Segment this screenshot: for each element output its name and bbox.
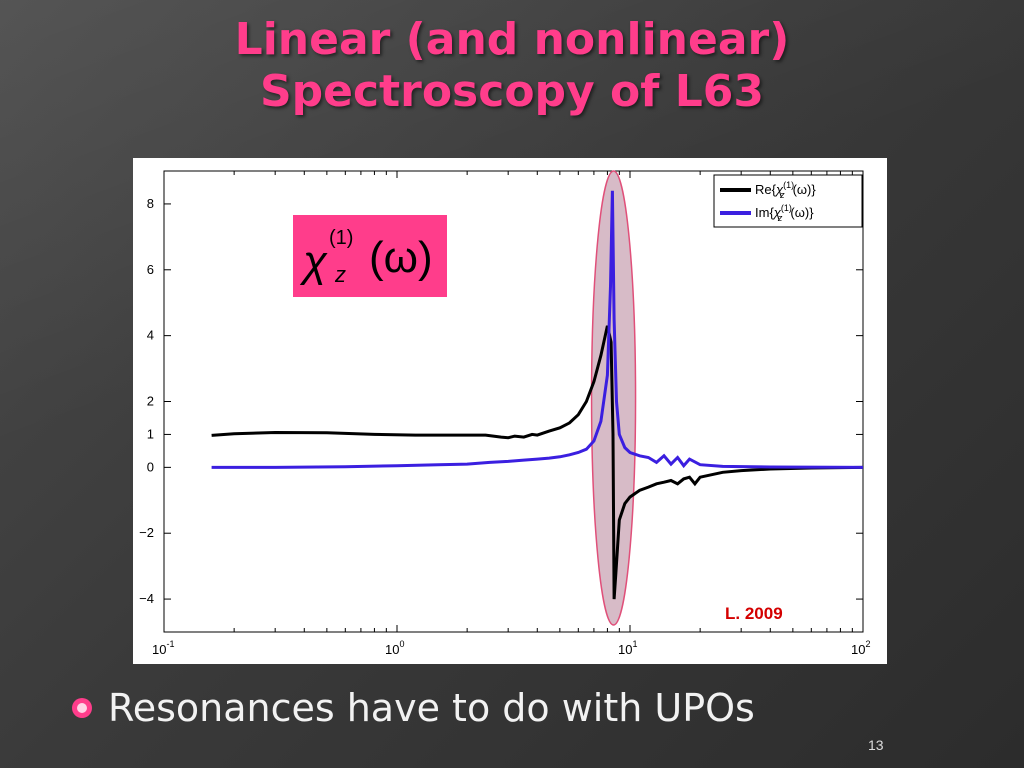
legend-re-sup: (1) — [783, 180, 794, 190]
x-tick-label: 101 — [618, 639, 637, 657]
legend-box — [713, 174, 863, 228]
formula-argument: (ω) — [369, 233, 433, 282]
formula-subscript: z — [334, 262, 346, 287]
legend-label-im: Im{χ(1) z (ω)} — [755, 203, 814, 223]
legend-im-chi: χ — [773, 205, 782, 220]
x-tick-label: 10-1 — [152, 639, 174, 657]
x-tick-label-exponent: 0 — [399, 639, 404, 649]
legend-re-suffix: (ω)} — [793, 182, 817, 197]
slide-number: 13 — [868, 737, 884, 753]
x-tick-label-base: 10 — [851, 642, 865, 657]
chart-panel: 10-1 100 101 102 −4 −2 0 1 2 4 6 8 χ (1) z (ω) Re{χ… — [133, 158, 887, 664]
x-tick-label-base: 10 — [618, 642, 632, 657]
y-tick-label: 1 — [147, 426, 154, 441]
series-re-line — [211, 325, 864, 600]
legend-re-sub: z — [779, 190, 785, 200]
citation: L. 2009 — [725, 604, 783, 623]
legend-label-re: Re{χ(1) z (ω)} — [755, 180, 816, 200]
legend-im-suffix: (ω)} — [790, 205, 814, 220]
formula-chi: χ — [299, 237, 328, 286]
legend-re-chi: χ — [775, 182, 784, 197]
circle-bullet-icon — [72, 698, 92, 718]
series-im-line — [211, 190, 864, 469]
y-tick-label: 8 — [147, 196, 154, 211]
legend-im-sub: z — [777, 213, 783, 223]
legend-im-prefix: Im{ — [755, 205, 774, 220]
formula-box-background — [293, 215, 447, 297]
bullet-item: Resonances have to do with UPOs — [72, 678, 755, 738]
y-tick-label: 4 — [147, 328, 154, 343]
bullet-text: Resonances have to do with UPOs — [108, 686, 755, 730]
legend-im-sup: (1) — [781, 203, 792, 213]
formula-box: χ (1) z (ω) — [293, 215, 447, 297]
slide-title-line-2: Spectroscopy of L63 — [259, 66, 765, 117]
y-tick-label: 6 — [147, 262, 154, 277]
axis-ticks — [163, 171, 864, 632]
x-tick-label-exponent: -1 — [166, 639, 174, 649]
legend: Re{χ(1) z (ω)} Im{χ(1) z (ω)} — [713, 174, 863, 228]
legend-re-prefix: Re{ — [755, 182, 777, 197]
x-tick-label-exponent: 2 — [865, 639, 870, 649]
y-tick-label: −4 — [139, 591, 154, 606]
slide-title: Linear (and nonlinear) Spectroscopy of L… — [0, 14, 1024, 118]
x-tick-label-base: 10 — [152, 642, 166, 657]
slide-title-line-1: Linear (and nonlinear) — [234, 14, 790, 65]
y-tick-label: −2 — [139, 525, 154, 540]
x-tick-label: 102 — [851, 639, 870, 657]
x-tick-label: 100 — [385, 639, 404, 657]
x-tick-label-base: 10 — [385, 642, 399, 657]
y-tick-label: 0 — [147, 459, 154, 474]
plot-frame — [163, 170, 864, 633]
formula-superscript: (1) — [329, 227, 353, 249]
x-tick-label-exponent: 1 — [632, 639, 637, 649]
y-tick-label: 2 — [147, 394, 154, 409]
